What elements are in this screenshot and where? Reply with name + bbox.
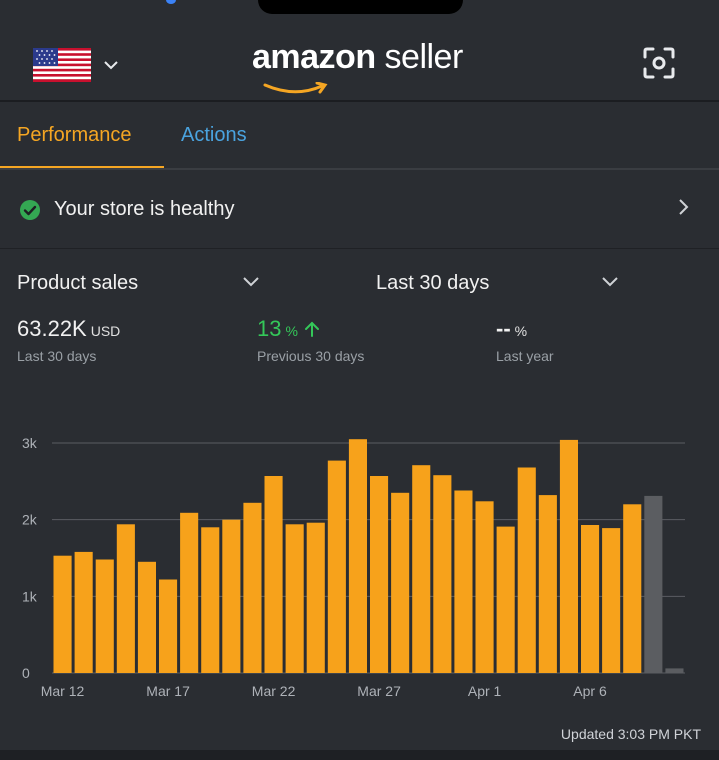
bar-mar-15[interactable]: [116, 524, 135, 673]
date-range-dropdown[interactable]: Last 30 days: [376, 272, 490, 294]
tabs-divider: [0, 168, 719, 170]
y-tick-label: 2k: [22, 512, 38, 528]
header-divider: [0, 100, 719, 102]
y-tick-label: 1k: [22, 588, 38, 604]
x-tick-label: Apr 1: [468, 683, 502, 699]
y-tick-label: 0: [22, 665, 30, 681]
bar-mar-19[interactable]: [201, 527, 220, 673]
bar-apr-6[interactable]: [581, 525, 600, 673]
bar-mar-18[interactable]: [180, 512, 199, 673]
logo-smile-icon: [263, 82, 328, 94]
bar-apr-2[interactable]: [496, 526, 515, 673]
amazon-seller-logo: amazon seller: [252, 38, 472, 98]
y-tick-label: 3k: [22, 435, 38, 451]
stat-label: Previous 30 days: [257, 348, 365, 364]
bar-mar-22[interactable]: [264, 476, 283, 673]
bar-mar-27[interactable]: [370, 476, 389, 673]
bar-mar-25[interactable]: [327, 460, 346, 673]
stat-last-year: --% Last year: [496, 316, 554, 364]
bar-apr-1[interactable]: [475, 501, 494, 673]
bar-mar-29[interactable]: [412, 465, 431, 673]
stat-value: 63.22K: [17, 316, 87, 341]
device-notch: [258, 0, 463, 14]
stat-change-previous: 13% Previous 30 days: [257, 316, 364, 364]
stat-value: --: [496, 316, 511, 341]
logo-rest: seller: [375, 38, 464, 76]
app-header: amazon seller: [0, 18, 719, 100]
bar-mar-28[interactable]: [391, 492, 410, 673]
tab-bar: Performance Actions: [0, 102, 719, 169]
chevron-down-icon[interactable]: [601, 276, 619, 288]
bar-mar-12[interactable]: [53, 555, 72, 673]
x-tick-label: Mar 27: [357, 683, 401, 699]
bar-mar-31[interactable]: [454, 490, 473, 674]
stat-label: Last year: [496, 348, 554, 364]
x-tick-label: Mar 17: [146, 683, 190, 699]
bar-mar-13[interactable]: [74, 551, 93, 673]
bar-mar-17[interactable]: [159, 579, 178, 674]
bar-apr-8[interactable]: [623, 504, 642, 673]
stat-label: Last 30 days: [17, 348, 97, 364]
bar-mar-30[interactable]: [433, 475, 452, 673]
bottom-bar: [0, 750, 719, 760]
bar-mar-14[interactable]: [95, 559, 114, 674]
stat-unit: %: [514, 323, 528, 339]
chart-selectors: Product sales Last 30 days: [0, 262, 719, 302]
x-tick-label: Apr 6: [573, 683, 607, 699]
bar-apr-9[interactable]: [644, 495, 663, 673]
arrow-up-icon: [305, 321, 320, 337]
bar-mar-23[interactable]: [285, 524, 304, 673]
chevron-down-icon: [104, 61, 118, 70]
sales-bar-chart: 0 1k 2k 3k Mar 12 Mar 17 Mar 22 Mar 27 Apr 1 Apr …: [22, 435, 685, 699]
scan-icon[interactable]: [642, 46, 676, 80]
bar-apr-4[interactable]: [538, 495, 557, 673]
country-selector[interactable]: [33, 48, 119, 82]
store-health-text: Your store is healthy: [54, 198, 235, 220]
x-tick-label: Mar 12: [41, 683, 85, 699]
health-divider: [0, 248, 719, 249]
tab-performance[interactable]: Performance: [17, 124, 132, 146]
bar-apr-10[interactable]: [665, 668, 684, 673]
bar-mar-20[interactable]: [222, 519, 241, 673]
store-health-row[interactable]: Your store is healthy: [0, 170, 719, 248]
active-tab-indicator: [0, 166, 164, 169]
stat-unit: %: [285, 323, 298, 339]
bar-apr-3[interactable]: [517, 467, 536, 674]
logo-bold: amazon: [252, 38, 376, 76]
bar-mar-24[interactable]: [306, 522, 325, 673]
tab-actions[interactable]: Actions: [181, 124, 247, 146]
stat-value: 13: [257, 316, 282, 341]
bar-apr-5[interactable]: [559, 439, 578, 673]
last-updated-text: Updated 3:03 PM PKT: [560, 726, 701, 742]
bar-apr-7[interactable]: [602, 528, 621, 673]
check-circle-icon: [20, 200, 40, 220]
bar-mar-16[interactable]: [137, 561, 156, 673]
bar-mar-21[interactable]: [243, 502, 262, 673]
x-tick-label: Mar 22: [252, 683, 296, 699]
metric-dropdown[interactable]: Product sales: [17, 272, 139, 294]
stat-total-sales: 63.22K USD Last 30 days: [17, 316, 120, 364]
status-indicator: [166, 0, 176, 4]
bar-mar-26[interactable]: [348, 439, 367, 673]
chevron-down-icon[interactable]: [242, 276, 260, 288]
chevron-right-icon: [679, 199, 689, 215]
us-flag-icon: [33, 48, 91, 82]
stat-unit: USD: [90, 323, 121, 339]
